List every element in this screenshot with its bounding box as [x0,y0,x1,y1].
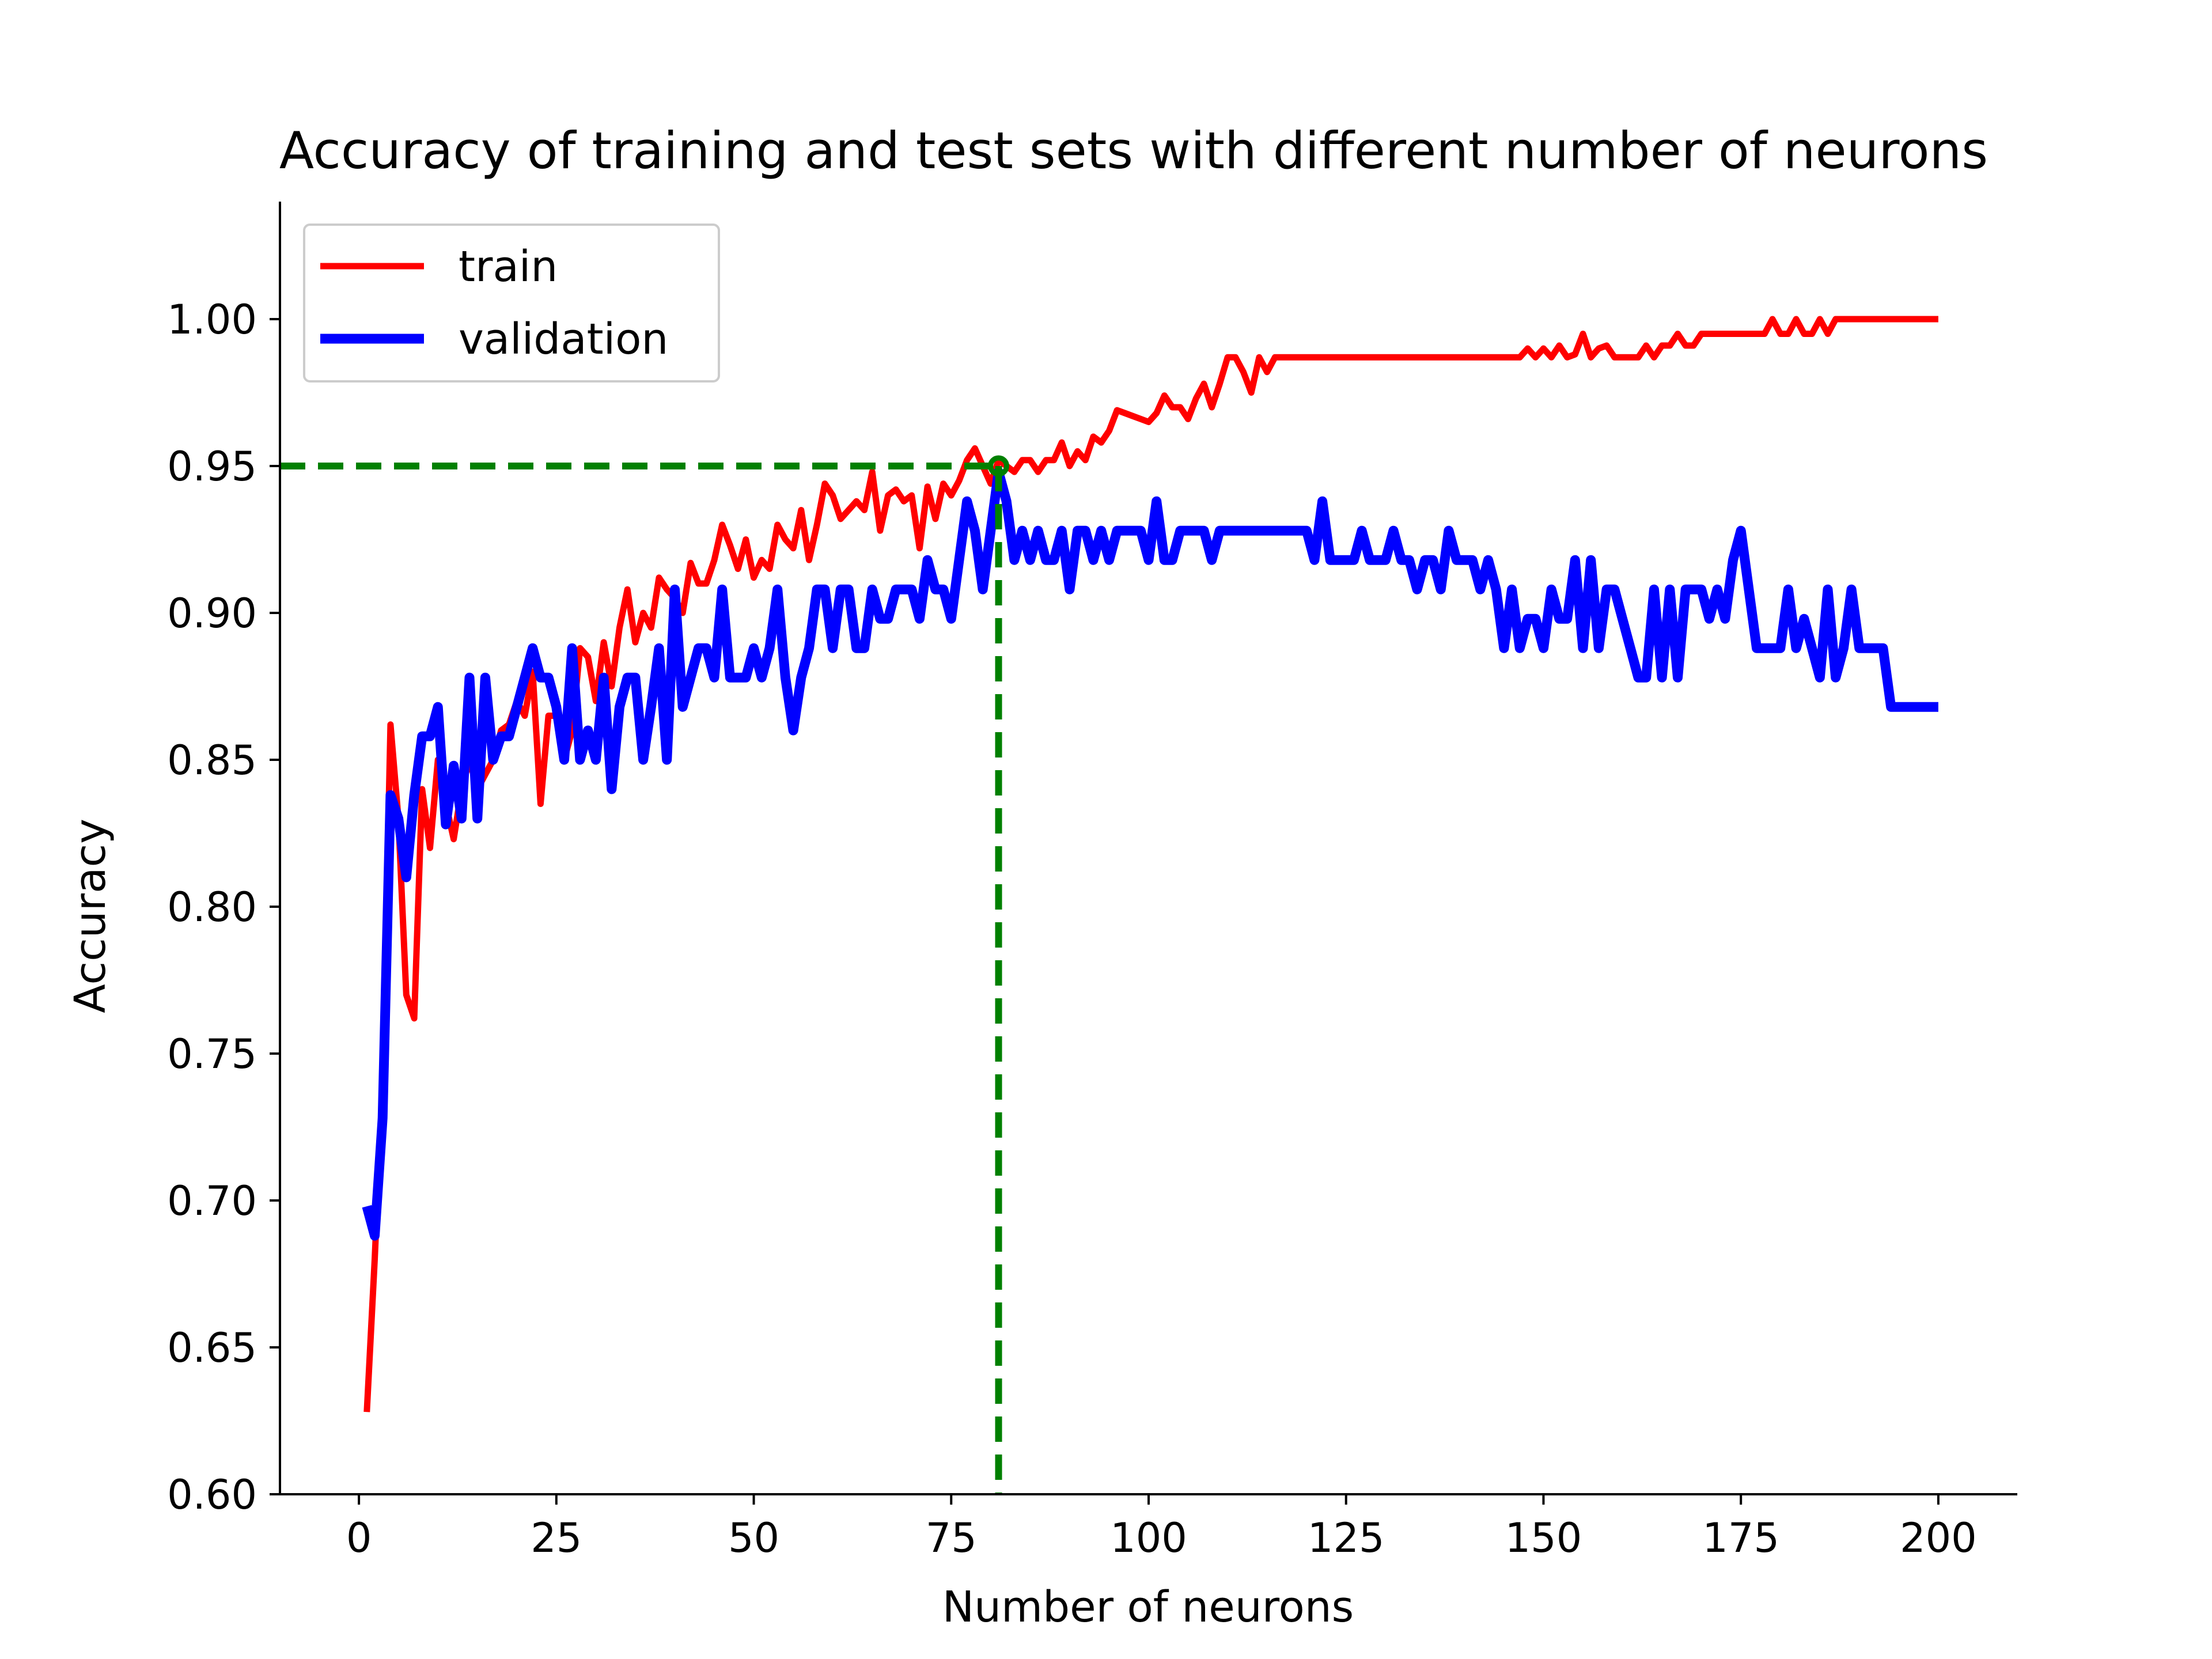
x-tick-label: 150 [1505,1514,1582,1562]
x-tick-label: 50 [728,1514,779,1562]
axes: 0 25 50 75 100 125 150 175 200 0.60 0.65 0.70 0.75 0.… [167,202,2017,1562]
plot-area [280,316,1938,1494]
legend-label-train: train [459,242,558,291]
annotation-marker [988,455,1010,477]
chart-title: Accuracy of training and test sets with … [279,121,1988,180]
y-tick-label: 0.80 [167,884,257,931]
series-line-train [363,316,1938,1412]
y-tick-label: 0.95 [167,443,257,490]
y-tick-label: 0.85 [167,737,257,784]
x-axis-title: Number of neurons [942,1582,1354,1632]
x-tick-label: 25 [531,1514,582,1562]
y-tick-label: 0.60 [167,1471,257,1518]
y-axis-title: Accuracy [66,819,115,1013]
x-tick-label: 175 [1702,1514,1779,1562]
y-tick-label: 0.70 [167,1177,257,1225]
x-tick-label: 0 [346,1514,372,1562]
y-tick-label: 0.65 [167,1324,257,1372]
x-tick-label: 75 [926,1514,977,1562]
series-line-validation [362,467,1938,1241]
y-tick-label: 1.00 [167,296,257,343]
x-tick-label: 125 [1308,1514,1385,1562]
y-tick-label: 0.90 [167,590,257,637]
y-tick-label: 0.75 [167,1031,257,1078]
legend-label-validation: validation [459,315,668,364]
legend: train validation [303,224,720,382]
x-tick-label: 200 [1900,1514,1977,1562]
x-tick-label: 100 [1110,1514,1187,1562]
